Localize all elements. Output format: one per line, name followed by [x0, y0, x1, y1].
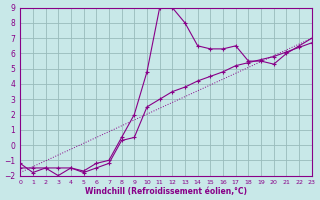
X-axis label: Windchill (Refroidissement éolien,°C): Windchill (Refroidissement éolien,°C)	[85, 187, 247, 196]
